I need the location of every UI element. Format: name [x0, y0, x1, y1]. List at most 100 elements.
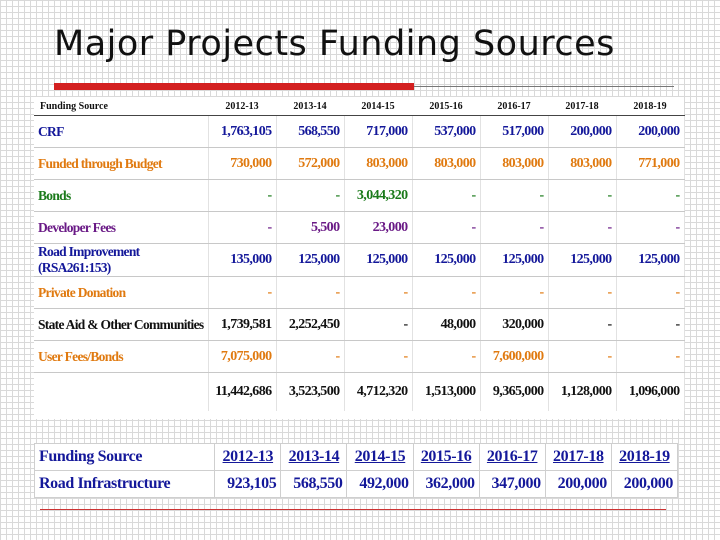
- funding-row-label: State Aid & Other Communities: [34, 308, 209, 341]
- funding-value-cell: -: [480, 276, 549, 309]
- road-infrastructure-panel: Funding Source 2012-13 2013-14 2014-15 2…: [33, 443, 679, 498]
- funding-value-cell: 7,600,000: [480, 340, 549, 373]
- funding-value-cell: -: [344, 308, 413, 341]
- road-header-funding-source: Funding Source: [33, 443, 216, 471]
- funding-value-cell: -: [276, 179, 345, 212]
- funding-value-cell: -: [344, 340, 413, 373]
- funding-value-cell: 125,000: [276, 243, 345, 277]
- funding-value-cell: 717,000: [344, 115, 413, 148]
- funding-value-cell: -: [276, 340, 345, 373]
- road-header-year: 2015-16: [412, 443, 480, 471]
- funding-row: Bonds - -3,044,320- - - -: [34, 179, 685, 212]
- total-value-cell: 4,712,320: [344, 372, 413, 411]
- funding-value-cell: -: [412, 179, 481, 212]
- funding-value-cell: 803,000: [344, 147, 413, 180]
- funding-value-cell: 771,000: [616, 147, 685, 180]
- funding-value-cell: 200,000: [616, 115, 685, 148]
- funding-value-cell: -: [480, 211, 549, 244]
- funding-row-label: Private Donation: [34, 276, 209, 309]
- funding-value-cell: 23,000: [344, 211, 413, 244]
- road-value-cell: 923,105: [214, 470, 282, 498]
- slide-title: Major Projects Funding Sources: [54, 24, 615, 64]
- funding-value-cell: 537,000: [412, 115, 481, 148]
- funding-value-cell: -: [276, 276, 345, 309]
- road-header-year: 2017-18: [544, 443, 612, 471]
- table-header-row: Funding Source 2012-13 2013-14 2014-15 2…: [34, 97, 684, 116]
- total-value-cell: 1,513,000: [412, 372, 481, 411]
- road-infrastructure-table: Funding Source 2012-13 2013-14 2014-15 2…: [33, 443, 679, 498]
- total-value-cell: 11,442,686: [208, 372, 277, 411]
- funding-row: State Aid & Other Communities 1,739,581 2,…: [34, 308, 685, 341]
- funding-row: User Fees/Bonds 7,075,000- - -7,600,000- -: [34, 340, 685, 373]
- road-header-year: 2016-17: [478, 443, 546, 471]
- funding-value-cell: 135,000: [208, 243, 277, 277]
- funding-value-cell: 320,000: [480, 308, 549, 341]
- funding-value-cell: 125,000: [616, 243, 685, 277]
- funding-value-cell: -: [616, 340, 685, 373]
- funding-value-cell: -: [412, 276, 481, 309]
- funding-row-label: Developer Fees: [34, 211, 209, 244]
- funding-value-cell: 5,500: [276, 211, 345, 244]
- funding-row-label: User Fees/Bonds: [34, 340, 209, 373]
- funding-value-cell: -: [412, 211, 481, 244]
- funding-row-label: Bonds: [34, 179, 209, 212]
- header-year: 2012-13: [208, 97, 276, 116]
- title-underline-accent: [54, 83, 414, 90]
- road-value-cell: 568,550: [280, 470, 348, 498]
- funding-value-cell: 125,000: [480, 243, 549, 277]
- funding-value-cell: -: [412, 340, 481, 373]
- funding-value-cell: 730,000: [208, 147, 277, 180]
- funding-value-cell: 3,044,320: [344, 179, 413, 212]
- funding-row-label: Road Improvement (RSA261:153): [34, 243, 209, 277]
- funding-value-cell: 200,000: [548, 115, 617, 148]
- funding-value-cell: -: [548, 211, 617, 244]
- total-value-cell: 9,365,000: [480, 372, 549, 411]
- funding-value-cell: -: [548, 308, 617, 341]
- total-value-cell: 1,128,000: [548, 372, 617, 411]
- funding-value-cell: -: [616, 179, 685, 212]
- funding-value-cell: -: [344, 276, 413, 309]
- road-header-year: 2018-19: [610, 443, 679, 471]
- funding-value-cell: 125,000: [412, 243, 481, 277]
- funding-value-cell: 568,550: [276, 115, 345, 148]
- road-value-cell: 492,000: [346, 470, 414, 498]
- bottom-divider: [40, 509, 666, 510]
- funding-value-cell: -: [616, 276, 685, 309]
- funding-value-cell: -: [480, 179, 549, 212]
- funding-value-cell: 48,000: [412, 308, 481, 341]
- totals-row: 11,442,686 3,523,500 4,712,320 1,513,000 9,3…: [34, 372, 685, 411]
- header-year: 2016-17: [480, 97, 548, 116]
- funding-value-cell: 2,252,450: [276, 308, 345, 341]
- road-value-cell: 347,000: [478, 470, 546, 498]
- header-year: 2015-16: [412, 97, 480, 116]
- funding-row-label: Funded through Budget: [34, 147, 209, 180]
- funding-value-cell: 803,000: [412, 147, 481, 180]
- funding-row: Private Donation - - - - - - -: [34, 276, 685, 309]
- funding-table-panel: Funding Source 2012-13 2013-14 2014-15 2…: [34, 97, 685, 419]
- road-infrastructure-row: Road Infrastructure 923,105 568,550 492,…: [33, 470, 679, 498]
- funding-row: Funded through Budget 730,000 572,000 803,0…: [34, 147, 685, 180]
- funding-value-cell: -: [208, 211, 277, 244]
- funding-row: Road Improvement (RSA261:153) 135,000 125,…: [34, 243, 685, 277]
- total-value-cell: 3,523,500: [276, 372, 345, 411]
- funding-value-cell: 517,000: [480, 115, 549, 148]
- funding-row: Developer Fees -5,500 23,000- - - -: [34, 211, 685, 244]
- road-header-year: 2014-15: [346, 443, 414, 471]
- funding-value-cell: 7,075,000: [208, 340, 277, 373]
- funding-value-cell: 572,000: [276, 147, 345, 180]
- funding-value-cell: -: [208, 276, 277, 309]
- funding-value-cell: -: [208, 179, 277, 212]
- funding-value-cell: 1,763,105: [208, 115, 277, 148]
- funding-value-cell: 803,000: [548, 147, 617, 180]
- totals-row-label: [34, 372, 209, 411]
- road-value-cell: 200,000: [544, 470, 612, 498]
- road-header-year: 2013-14: [280, 443, 348, 471]
- funding-row: CRF 1,763,105 568,550 717,000 537,000 517,000…: [34, 115, 685, 148]
- funding-value-cell: -: [548, 276, 617, 309]
- road-row-label: Road Infrastructure: [33, 470, 216, 498]
- funding-value-cell: 125,000: [548, 243, 617, 277]
- road-header-year: 2012-13: [214, 443, 282, 471]
- title-underline-rule: [414, 86, 674, 87]
- funding-value-cell: -: [548, 340, 617, 373]
- funding-sources-table: Funding Source 2012-13 2013-14 2014-15 2…: [34, 97, 685, 411]
